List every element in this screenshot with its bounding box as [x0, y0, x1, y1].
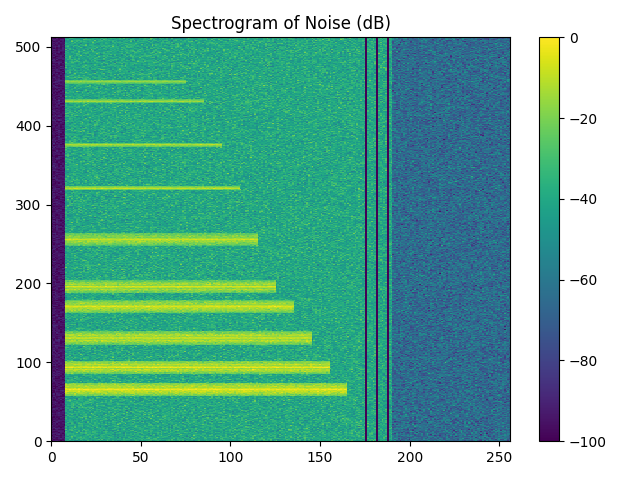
Title: Spectrogram of Noise (dB): Spectrogram of Noise (dB) [171, 15, 390, 33]
